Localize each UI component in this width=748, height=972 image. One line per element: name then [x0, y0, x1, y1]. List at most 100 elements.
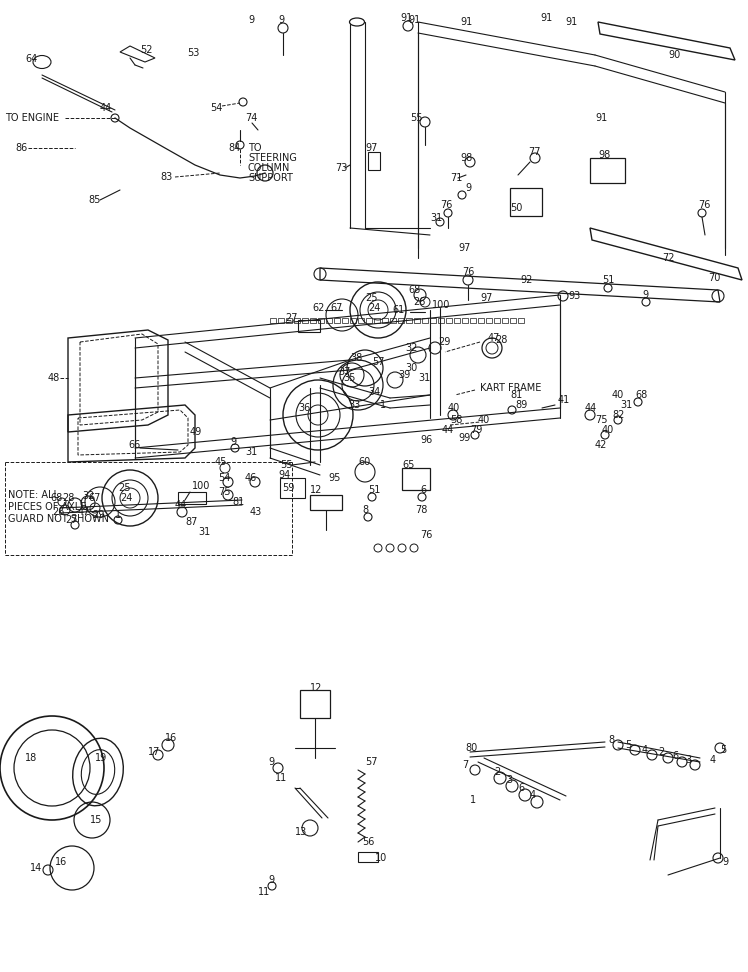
Text: 54: 54	[210, 103, 222, 113]
Text: SUPPORT: SUPPORT	[248, 173, 293, 183]
Text: 31: 31	[430, 213, 442, 223]
Text: STEERING: STEERING	[248, 153, 297, 163]
Text: 24: 24	[120, 493, 132, 503]
Text: 2: 2	[494, 767, 500, 777]
Text: 44: 44	[585, 403, 597, 413]
Text: 95: 95	[328, 473, 340, 483]
Text: 51: 51	[368, 485, 381, 495]
Text: 76: 76	[462, 267, 474, 277]
Text: 31: 31	[620, 400, 632, 410]
Text: 91: 91	[540, 13, 552, 23]
Text: 9: 9	[642, 290, 648, 300]
Text: 8: 8	[362, 505, 368, 515]
Text: 29: 29	[438, 337, 450, 347]
Text: 12: 12	[310, 485, 322, 495]
Text: 25: 25	[118, 483, 130, 493]
Text: 99: 99	[458, 433, 470, 443]
Text: 16: 16	[55, 857, 67, 867]
Text: 27: 27	[285, 313, 298, 323]
Text: 19: 19	[95, 753, 107, 763]
Text: 51: 51	[602, 275, 614, 285]
Text: 43: 43	[250, 507, 263, 517]
Text: 81: 81	[232, 497, 245, 507]
Text: 68: 68	[635, 390, 647, 400]
Text: 42: 42	[595, 440, 607, 450]
Text: 4: 4	[642, 745, 648, 755]
Text: 9: 9	[268, 757, 274, 767]
Text: 62: 62	[312, 303, 325, 313]
Text: 40: 40	[478, 415, 490, 425]
Text: 29: 29	[92, 510, 105, 520]
Text: 1: 1	[115, 510, 121, 520]
Text: 97: 97	[458, 243, 470, 253]
Text: 31: 31	[198, 527, 210, 537]
Text: 36: 36	[298, 403, 310, 413]
Text: 90: 90	[668, 50, 680, 60]
Text: 97: 97	[480, 293, 492, 303]
Text: 96: 96	[420, 435, 432, 445]
Text: 79: 79	[470, 425, 482, 435]
Text: 55: 55	[410, 113, 423, 123]
Text: 3: 3	[506, 775, 512, 785]
Text: 73: 73	[335, 163, 347, 173]
Text: 44: 44	[100, 103, 112, 113]
Text: 40: 40	[602, 425, 614, 435]
Text: 33: 33	[348, 400, 361, 410]
Text: 54: 54	[218, 473, 230, 483]
Text: 8: 8	[608, 735, 614, 745]
Text: 78: 78	[415, 505, 427, 515]
Text: 97: 97	[365, 143, 378, 153]
Text: 11: 11	[275, 773, 287, 783]
Text: 91: 91	[595, 113, 607, 123]
Text: 9: 9	[248, 15, 254, 25]
Text: 83: 83	[160, 172, 172, 182]
Text: 17: 17	[148, 747, 160, 757]
Text: 65: 65	[402, 460, 414, 470]
Text: 44: 44	[175, 500, 187, 510]
Text: 55: 55	[280, 460, 292, 470]
Text: 59: 59	[282, 483, 295, 493]
Text: 5: 5	[720, 745, 726, 755]
Text: 56: 56	[362, 837, 375, 847]
Text: 57: 57	[365, 757, 378, 767]
Text: 15: 15	[90, 815, 102, 825]
Text: 9: 9	[278, 15, 284, 25]
Text: 76: 76	[698, 200, 711, 210]
Text: 77: 77	[528, 147, 541, 157]
Text: 1: 1	[380, 400, 386, 410]
Text: 85: 85	[88, 195, 100, 205]
Text: 39: 39	[398, 370, 410, 380]
Text: 91: 91	[400, 13, 412, 23]
Text: 68: 68	[50, 493, 62, 503]
Text: COLUMN: COLUMN	[248, 163, 290, 173]
Text: 94: 94	[278, 470, 290, 480]
Text: 5: 5	[625, 740, 631, 750]
Text: 61: 61	[392, 305, 404, 315]
Text: 46: 46	[245, 473, 257, 483]
Text: 80: 80	[465, 743, 477, 753]
Text: 74: 74	[245, 113, 257, 123]
Text: 40: 40	[448, 403, 460, 413]
Text: 41: 41	[558, 395, 570, 405]
Text: 18: 18	[25, 753, 37, 763]
Text: 26: 26	[413, 297, 426, 307]
Text: 2: 2	[658, 747, 664, 757]
Text: 31: 31	[418, 373, 430, 383]
Text: 28: 28	[62, 493, 74, 503]
Text: 9: 9	[722, 857, 728, 867]
Text: 32: 32	[82, 491, 94, 501]
Text: 100: 100	[432, 300, 450, 310]
Text: 52: 52	[140, 45, 153, 55]
Text: 34: 34	[368, 387, 380, 397]
Text: 93: 93	[568, 291, 580, 301]
Text: 81: 81	[510, 390, 522, 400]
Text: 58: 58	[450, 415, 462, 425]
Text: 49: 49	[190, 427, 202, 437]
Text: 26: 26	[52, 507, 64, 517]
Text: 6: 6	[420, 485, 426, 495]
Text: 12: 12	[310, 683, 322, 693]
Text: 45: 45	[215, 457, 227, 467]
Text: 4: 4	[710, 755, 716, 765]
Text: 1: 1	[470, 795, 476, 805]
Text: 67: 67	[88, 493, 100, 503]
